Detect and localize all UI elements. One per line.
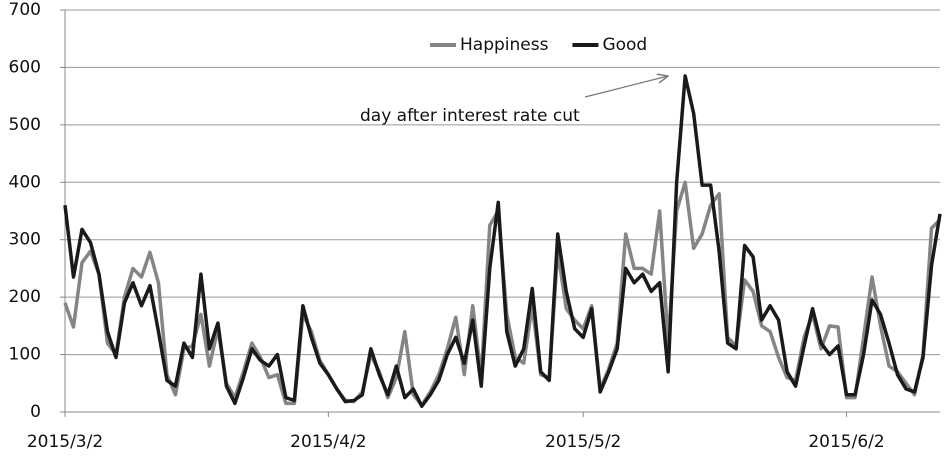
y-tick-label: 100 — [9, 345, 41, 365]
y-tick-label: 600 — [9, 57, 41, 77]
y-tick-label: 0 — [30, 402, 41, 422]
y-tick-label: 300 — [9, 230, 41, 250]
x-tick-label: 2015/6/2 — [808, 432, 884, 452]
y-tick-label: 700 — [9, 0, 41, 20]
x-tick-label: 2015/3/2 — [27, 432, 103, 452]
series-line — [63, 74, 942, 409]
y-tick-label: 400 — [9, 172, 41, 192]
series-line — [63, 180, 942, 407]
annotation-arrow — [584, 76, 668, 98]
y-tick-label: 200 — [9, 287, 41, 307]
x-tick-label: 2015/5/2 — [545, 432, 621, 452]
y-tick-label: 500 — [9, 115, 41, 135]
legend: Happiness Good — [430, 35, 647, 55]
annotation: day after interest rate cut — [360, 106, 580, 126]
plot: 0 100 200 300 400 500 600 700 2015/3/2 2015/4/2 20… — [9, 0, 942, 452]
x-tick-label: 2015/4/2 — [290, 432, 366, 452]
legend-label: Good — [602, 35, 647, 55]
legend-label: Happiness — [460, 35, 549, 55]
